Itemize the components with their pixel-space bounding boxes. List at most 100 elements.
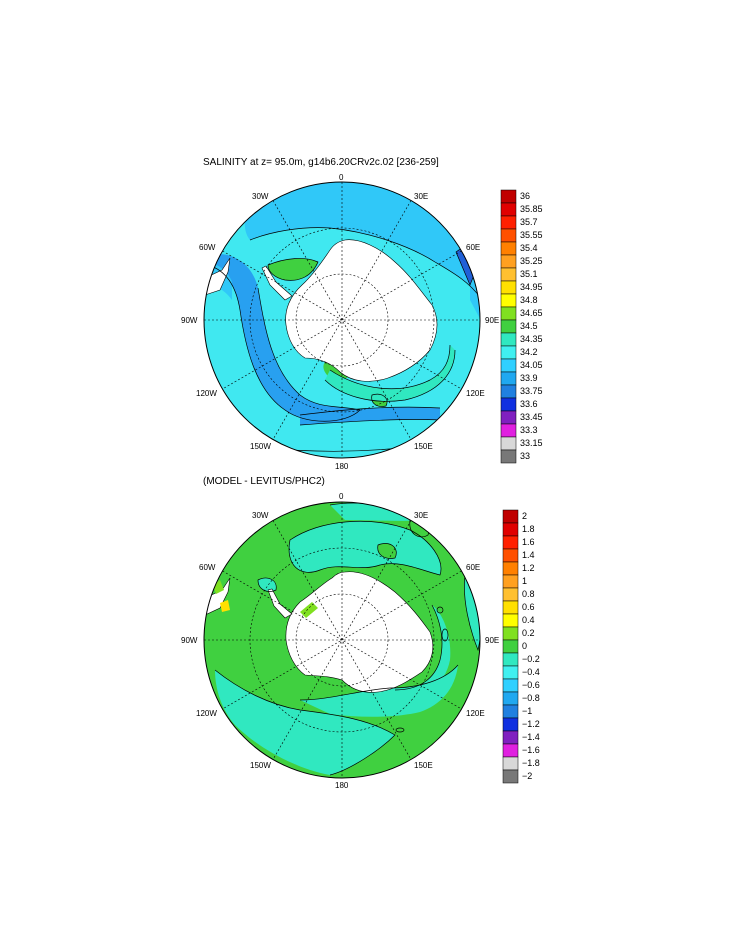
bottom-colorbar-label-12: −0.4: [522, 666, 540, 677]
top-colorbar-swatch-9: [500, 306, 517, 321]
bottom-colorbar-label-14: −0.8: [522, 692, 540, 703]
bottom-colorbar-swatch-14: [502, 691, 519, 706]
top-colorbar-label-2: 35.7: [520, 216, 538, 227]
bottom-colorbar-label-13: −0.6: [522, 679, 540, 690]
bottom-colorbar-swatch-6: [502, 587, 519, 602]
bottom-colorbar-swatch-7: [502, 600, 519, 615]
top-colorbar-label-18: 33.3: [520, 424, 538, 435]
top-colorbar: [500, 189, 517, 464]
top-colorbar-label-15: 33.75: [520, 385, 543, 396]
top-antarctica: [285, 239, 438, 382]
top-colorbar-label-5: 35.25: [520, 255, 543, 266]
bottom-colorbar-label-19: −1.8: [522, 757, 540, 768]
top-lon-180: 180: [335, 462, 349, 471]
top-colorbar-swatch-7: [500, 280, 517, 295]
top-colorbar-label-1: 35.85: [520, 203, 543, 214]
top-colorbar-swatch-5: [500, 254, 517, 269]
bottom-colorbar-swatch-11: [502, 652, 519, 667]
top-lon-150w: 150W: [250, 442, 271, 451]
bottom-colorbar-swatch-16: [502, 717, 519, 732]
bottom-colorbar-label-7: 0.6: [522, 601, 535, 612]
top-graticule: [204, 182, 480, 458]
top-lon-90w: 90W: [181, 316, 198, 325]
bottom-colorbar-swatch-19: [502, 756, 519, 771]
top-colorbar-swatch-16: [500, 397, 517, 412]
top-map-boundary: [203, 181, 481, 459]
bottom-colorbar: [502, 509, 519, 784]
top-colorbar-label-4: 35.4: [520, 242, 538, 253]
top-colorbar-swatch-10: [500, 319, 517, 334]
top-colorbar-swatch-4: [500, 241, 517, 256]
bottom-colorbar-label-10: 0: [522, 640, 528, 651]
bottom-colorbar-label-8: 0.4: [522, 614, 535, 625]
top-colorbar-swatch-18: [500, 423, 517, 438]
bottom-panel-title: (MODEL - LEVITUS/PHC2): [203, 476, 325, 487]
bottom-colorbar-label-3: 1.4: [522, 549, 535, 560]
bottom-colorbar-label-5: 1: [522, 575, 528, 586]
top-colorbar-swatch-17: [500, 410, 517, 425]
top-colorbar-swatch-13: [500, 358, 517, 373]
bottom-graticule: [204, 502, 480, 778]
top-colorbar-label-20: 33: [520, 450, 531, 461]
top-colorbar-swatch-19: [500, 436, 517, 451]
bottom-lon-120w: 120W: [196, 709, 217, 718]
bottom-lon-30w: 30W: [252, 511, 269, 520]
top-lon-150e: 150E: [414, 442, 433, 451]
bottom-lon-30e: 30E: [414, 511, 429, 520]
top-colorbar-label-12: 34.2: [520, 346, 538, 357]
top-colorbar-label-9: 34.65: [520, 307, 543, 318]
bottom-colorbar-swatch-13: [502, 678, 519, 693]
bottom-colorbar-swatch-15: [502, 704, 519, 719]
bottom-colorbar-swatch-2: [502, 535, 519, 550]
bottom-colorbar-swatch-4: [502, 561, 519, 576]
top-lon-90e: 90E: [485, 316, 500, 325]
top-colorbar-swatch-11: [500, 332, 517, 347]
bottom-colorbar-swatch-18: [502, 743, 519, 758]
bottom-colorbar-swatch-17: [502, 730, 519, 745]
top-colorbar-swatch-6: [500, 267, 517, 282]
top-colorbar-swatch-12: [500, 345, 517, 360]
bottom-lon-60e: 60E: [466, 563, 481, 572]
bottom-colorbar-swatch-1: [502, 522, 519, 537]
top-colorbar-swatch-15: [500, 384, 517, 399]
bottom-lon-60w: 60W: [199, 563, 216, 572]
bottom-colorbar-swatch-10: [502, 639, 519, 654]
bottom-colorbar-label-11: −0.2: [522, 653, 540, 664]
bottom-colorbar-label-20: −2: [522, 770, 533, 781]
bottom-lon-120e: 120E: [466, 709, 485, 718]
bottom-colorbar-swatch-12: [502, 665, 519, 680]
top-colorbar-label-3: 35.55: [520, 229, 543, 240]
bottom-lon-180: 180: [335, 781, 349, 790]
bottom-colorbar-label-4: 1.2: [522, 562, 535, 573]
bottom-colorbar-swatch-9: [502, 626, 519, 641]
bottom-colorbar-label-15: −1: [522, 705, 533, 716]
bottom-lon-0: 0: [339, 492, 344, 501]
top-colorbar-label-14: 33.9: [520, 372, 538, 383]
top-colorbar-swatch-2: [500, 215, 517, 230]
top-lon-60e: 60E: [466, 243, 481, 252]
top-colorbar-swatch-14: [500, 371, 517, 386]
top-colorbar-label-19: 33.15: [520, 437, 543, 448]
bottom-colorbar-label-2: 1.6: [522, 536, 535, 547]
bottom-lon-90e: 90E: [485, 636, 500, 645]
top-colorbar-label-6: 35.1: [520, 268, 538, 279]
bottom-colorbar-label-9: 0.2: [522, 627, 535, 638]
bottom-colorbar-swatch-20: [502, 769, 519, 784]
top-colorbar-label-8: 34.8: [520, 294, 538, 305]
top-colorbar-swatch-1: [500, 202, 517, 217]
top-panel-title: SALINITY at z= 95.0m, g14b6.20CRv2c.02 […: [203, 157, 439, 168]
bottom-lon-150w: 150W: [250, 761, 271, 770]
top-colorbar-label-17: 33.45: [520, 411, 543, 422]
top-lon-30w: 30W: [252, 192, 269, 201]
bottom-colorbar-label-17: −1.4: [522, 731, 540, 742]
bottom-colorbar-label-6: 0.8: [522, 588, 535, 599]
top-colorbar-label-11: 34.35: [520, 333, 543, 344]
bottom-colorbar-label-18: −1.6: [522, 744, 540, 755]
top-colorbar-label-10: 34.5: [520, 320, 538, 331]
top-colorbar-label-7: 34.95: [520, 281, 543, 292]
top-lon-120e: 120E: [466, 389, 485, 398]
top-colorbar-swatch-8: [500, 293, 517, 308]
bottom-colorbar-swatch-5: [502, 574, 519, 589]
top-lon-120w: 120W: [196, 389, 217, 398]
